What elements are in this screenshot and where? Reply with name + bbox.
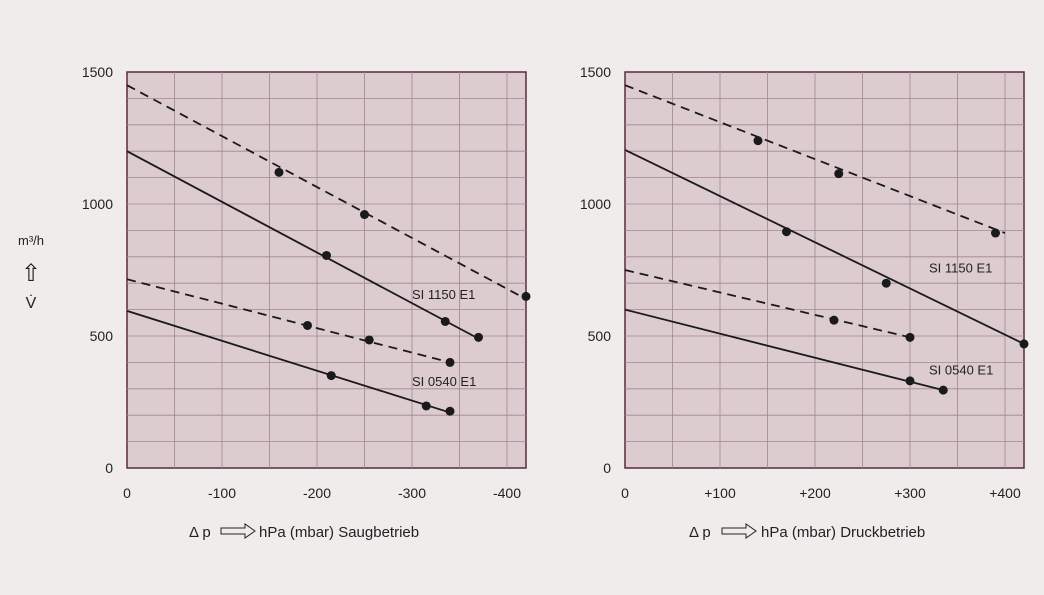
y-tick-label: 0	[105, 460, 113, 476]
x-axis-label: hPa (mbar) Saugbetrieb	[259, 524, 419, 541]
data-point	[938, 385, 948, 395]
data-point	[274, 167, 284, 177]
y-axis-unit-label: m³/h	[18, 233, 44, 248]
data-point	[364, 335, 374, 345]
data-point	[360, 210, 369, 220]
series-line-solid	[624, 149, 1025, 345]
series-line-dashed	[624, 84, 1006, 234]
data-point	[881, 278, 891, 288]
data-point	[905, 332, 915, 342]
x-axis-delta-p-label: Δ p	[189, 524, 211, 541]
series-annotation-label: SI 1150 E1	[412, 287, 475, 302]
plot-area	[126, 71, 527, 469]
series-line-dashed	[126, 84, 527, 300]
x-tick-label: +300	[894, 485, 926, 501]
x-tick-label: -400	[493, 485, 521, 501]
data-point	[303, 320, 312, 330]
data-point	[905, 376, 915, 386]
data-point	[445, 406, 455, 416]
x-axis-arrow-icon	[721, 523, 757, 539]
data-point	[521, 291, 531, 301]
data-point	[834, 169, 844, 179]
x-tick-label: +400	[989, 485, 1021, 501]
tick-labels: 0 +100 +200 +300 +400 0 500 1000 1500	[580, 64, 1021, 501]
x-axis-arrow-icon	[220, 523, 256, 539]
data-point	[829, 315, 839, 325]
series-line-solid	[126, 150, 479, 340]
data-point	[445, 357, 455, 367]
y-tick-label: 0	[603, 460, 611, 476]
x-tick-label: +100	[704, 485, 736, 501]
data-point	[1019, 339, 1029, 349]
data-point	[753, 136, 763, 146]
series-line-solid	[624, 308, 944, 391]
tick-labels: 0 -100 -200 -300 -400 0 500 1000 1500	[82, 64, 521, 501]
x-tick-label: +200	[799, 485, 831, 501]
series-annotation-label: SI 0540 E1	[412, 374, 476, 389]
y-axis-symbol-label: V̇	[26, 294, 37, 312]
y-tick-label: 1500	[82, 64, 113, 80]
data-point	[322, 250, 331, 260]
series-group	[126, 84, 531, 416]
data-point	[326, 371, 336, 381]
series-line-dashed	[624, 269, 911, 339]
x-tick-label: 0	[621, 485, 629, 501]
chart-panel-saugbetrieb: 0 -100 -200 -300 -400 0 500 1000 1500 SI 1150 E1…	[82, 64, 531, 541]
annotations: SI 1150 E1 SI 0540 E1	[412, 287, 476, 389]
series-group	[624, 84, 1029, 395]
data-point	[440, 316, 450, 326]
x-tick-label: 0	[123, 485, 131, 501]
data-point	[421, 401, 431, 411]
data-point	[474, 332, 483, 342]
series-annotation-label: SI 1150 E1	[929, 261, 992, 276]
data-point	[782, 227, 791, 237]
y-tick-label: 1000	[82, 196, 113, 212]
x-axis-delta-p-label: Δ p	[689, 524, 711, 541]
y-tick-label: 1500	[580, 64, 611, 80]
y-axis-arrow-icon: ⇧	[21, 260, 41, 287]
annotations: SI 1150 E1 SI 0540 E1	[929, 261, 993, 378]
grid	[625, 72, 1024, 468]
x-axis-label: hPa (mbar) Druckbetrieb	[761, 524, 925, 541]
data-point	[991, 228, 1000, 238]
y-tick-label: 1000	[580, 196, 611, 212]
series-line-dashed	[126, 278, 451, 364]
series-annotation-label: SI 0540 E1	[929, 362, 993, 377]
x-tick-label: -100	[208, 485, 236, 501]
y-tick-label: 500	[588, 328, 612, 344]
x-tick-label: -200	[303, 485, 331, 501]
series-line-solid	[126, 310, 451, 414]
x-tick-label: -300	[398, 485, 426, 501]
y-tick-label: 500	[90, 328, 114, 344]
grid	[127, 72, 526, 468]
chart-panel-druckbetrieb: 0 +100 +200 +300 +400 0 500 1000 1500 SI 1150 E1…	[580, 64, 1029, 541]
